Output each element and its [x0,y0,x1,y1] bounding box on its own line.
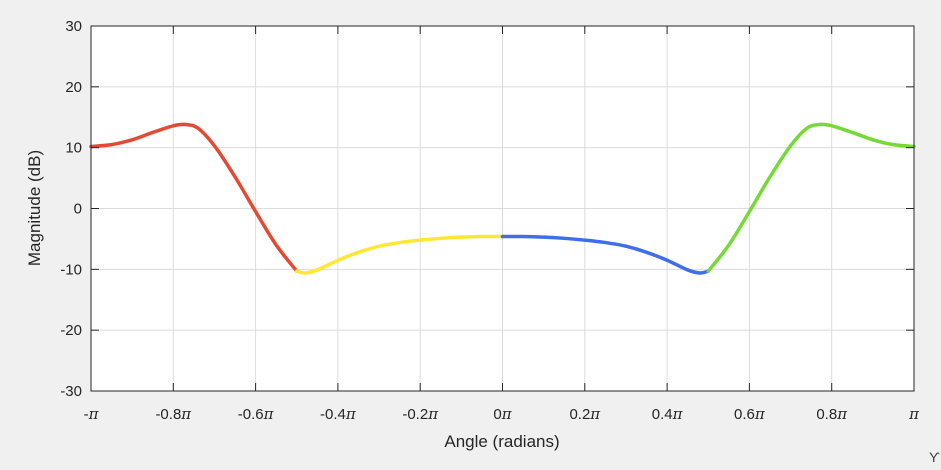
series-line-2 [295,234,505,275]
series-line-4 [706,122,916,273]
y-tick-label: -30 [60,383,82,400]
y-tick-label: 30 [65,18,82,35]
x-tick-label: -0.2π [402,405,439,423]
series-line-3 [500,234,710,275]
series-layer [89,122,916,275]
y-tick-label: 20 [65,79,82,96]
y-tick-label: -20 [60,322,82,339]
x-tick-label: 0.8π [816,405,848,423]
ticks [90,25,915,392]
corner-glyph: ϒ [929,449,940,465]
x-tick-label: -0.6π [238,405,275,423]
x-tick-label: 0.4π [652,405,684,423]
x-tick-label: 0π [493,405,512,423]
x-tick-label: -0.8π [155,405,192,423]
y-tick-labels: -30 -20 -10 0 10 20 30 [60,18,82,400]
x-tick-label: -π [84,405,100,423]
y-tick-label: 0 [74,201,82,218]
x-tick-label: -0.4π [320,405,357,423]
series-line-1 [89,122,299,273]
y-tick-label: -10 [60,261,82,278]
y-tick-label: 10 [65,140,82,157]
y-axis-label: Magnitude (dB) [25,150,44,266]
x-tick-label: 0.2π [569,405,601,423]
x-tick-label: π [908,405,920,423]
x-axis-label: Angle (radians) [444,432,559,451]
x-tick-label: 0.6π [734,405,766,423]
x-tick-labels: -π -0.8π -0.6π -0.4π -0.2π 0π 0.2π 0.4π 0.6π 0.8π… [84,405,921,423]
